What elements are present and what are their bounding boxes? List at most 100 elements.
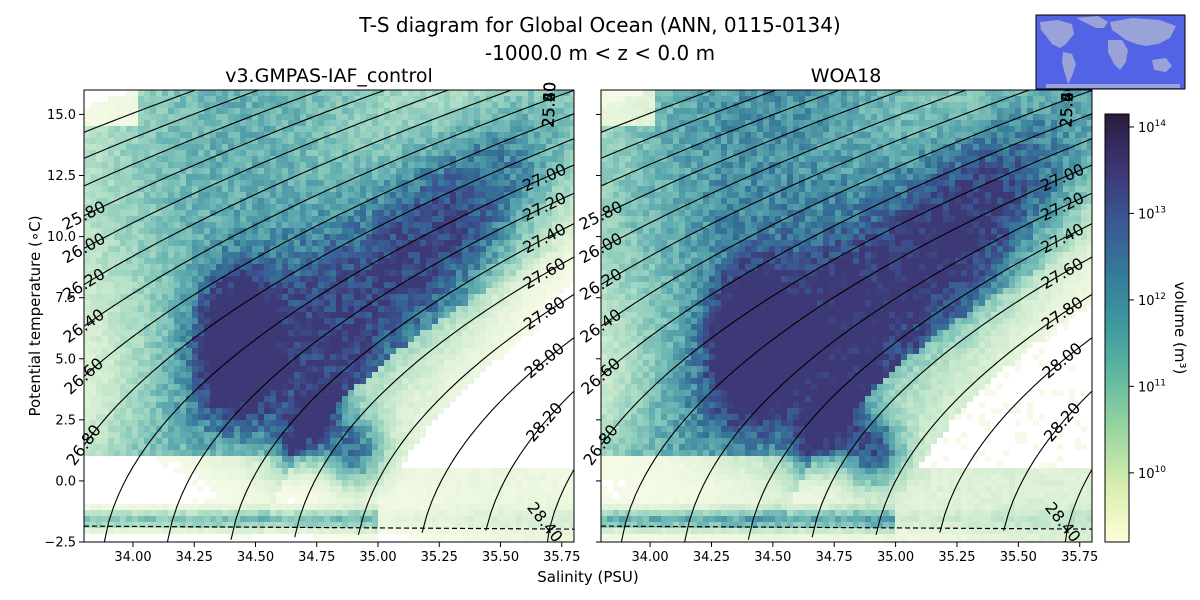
heatmap-cell [396,288,402,294]
heatmap-cell [288,186,294,192]
heatmap-cell [372,204,378,210]
heatmap-cell [336,516,342,522]
heatmap-cell [198,504,204,510]
heatmap-cell [156,126,162,132]
heatmap-cell [342,90,348,96]
heatmap-cell [300,342,306,348]
heatmap-cell [414,432,420,438]
heatmap-cell [312,522,318,528]
heatmap-cell [492,90,498,96]
heatmap-cell [90,222,96,228]
heatmap-cell [432,258,438,264]
heatmap-cell [354,162,360,168]
heatmap-cell [138,240,144,246]
heatmap-cell [486,498,492,504]
heatmap-cell [432,240,438,246]
heatmap-cell [504,486,510,492]
heatmap-cell [444,378,450,384]
heatmap-cell [378,474,384,480]
heatmap-cell [366,516,372,522]
heatmap-cell [114,288,120,294]
heatmap-cell [348,240,354,246]
heatmap-cell [306,408,312,414]
heatmap-cell [342,108,348,114]
heatmap-cell [186,390,192,396]
heatmap-cell [270,318,276,324]
heatmap-cell [126,216,132,222]
heatmap-cell [390,384,396,390]
heatmap-cell [414,528,420,534]
heatmap-cell [510,294,516,300]
heatmap-cell [510,240,516,246]
heatmap-cell [456,312,462,318]
heatmap-cell [438,504,444,510]
heatmap-cell [84,258,90,264]
heatmap-cell [354,126,360,132]
heatmap-cell [330,252,336,258]
heatmap-cell [120,420,126,426]
heatmap-cell [510,132,516,138]
heatmap-cell [186,528,192,534]
heatmap-cell [144,330,150,336]
heatmap-cell [180,144,186,150]
heatmap-cell [168,210,174,216]
heatmap-cell [186,180,192,186]
heatmap-cell [438,342,444,348]
heatmap-cell [210,510,216,516]
heatmap-cell [204,462,210,468]
heatmap-cell [354,444,360,450]
heatmap-cell [306,504,312,510]
heatmap-cell [216,378,222,384]
heatmap-cell [474,198,480,204]
heatmap-cell [456,354,462,360]
heatmap-cell [240,312,246,318]
heatmap-cell [312,96,318,102]
heatmap-cell [180,114,186,120]
heatmap-cell [258,468,264,474]
heatmap-cell [168,456,174,462]
heatmap-cell [210,174,216,180]
heatmap-cell [300,276,306,282]
heatmap-cell [306,216,312,222]
heatmap-cell [138,162,144,168]
heatmap-cell [354,246,360,252]
heatmap-cell [192,444,198,450]
heatmap-cell [240,366,246,372]
heatmap-cell [432,126,438,132]
heatmap-cell [258,240,264,246]
heatmap-cell [432,264,438,270]
heatmap-cell [360,252,366,258]
heatmap-cell [276,150,282,156]
heatmap-cell [324,168,330,174]
heatmap-cell [450,336,456,342]
heatmap-cell [336,270,342,276]
heatmap-cell [246,228,252,234]
heatmap-cell [210,198,216,204]
heatmap-cell [360,504,366,510]
heatmap-cell [480,96,486,102]
heatmap-cell [168,252,174,258]
heatmap-cell [180,402,186,408]
heatmap-cell [432,390,438,396]
heatmap-cell [486,342,492,348]
heatmap-cell [462,276,468,282]
heatmap-cell [336,288,342,294]
heatmap-cell [216,240,222,246]
heatmap-cell [318,348,324,354]
heatmap-cell [264,360,270,366]
heatmap-cell [348,372,354,378]
heatmap-cell [294,102,300,108]
heatmap-cell [318,474,324,480]
heatmap-cell [246,366,252,372]
heatmap-cell [414,216,420,222]
heatmap-cell [246,198,252,204]
heatmap-cell [282,510,288,516]
heatmap-cell [462,480,468,486]
heatmap-cell [330,468,336,474]
heatmap-cell [360,486,366,492]
heatmap-cell [468,330,474,336]
heatmap-cell [264,408,270,414]
heatmap-cell [252,450,258,456]
heatmap-cell [426,240,432,246]
heatmap-cell [246,234,252,240]
